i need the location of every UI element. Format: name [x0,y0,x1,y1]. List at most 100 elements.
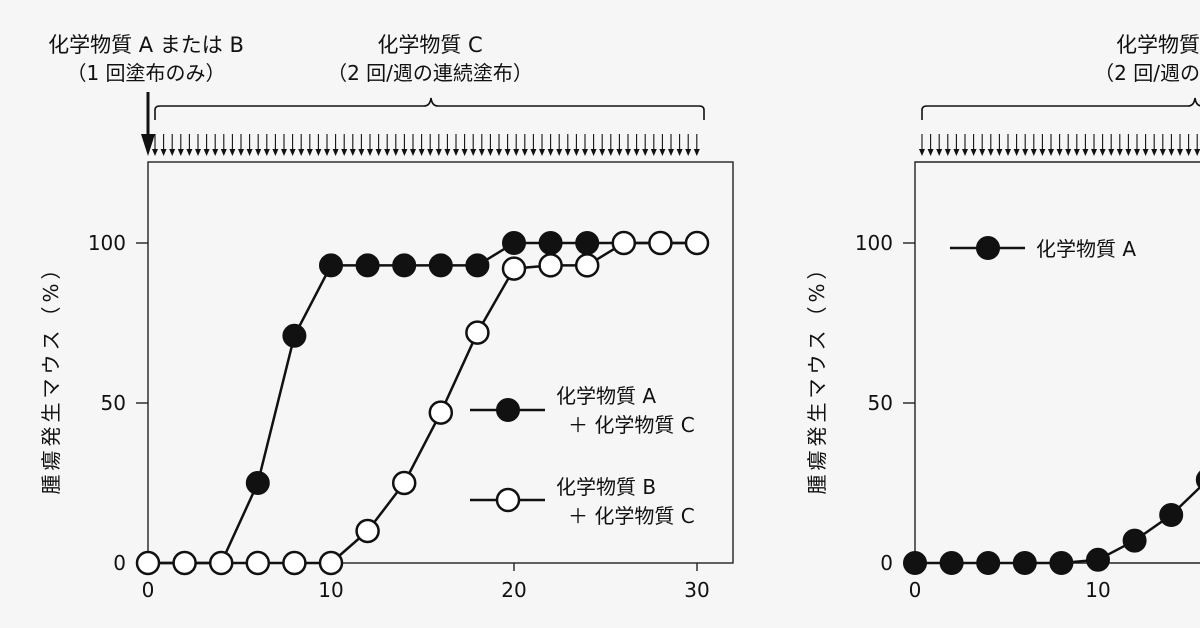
application-arrow [401,134,408,156]
legend-marker-filled [496,398,520,422]
data-point-filled [575,231,600,255]
application-arrow [177,134,184,156]
application-arrow [513,134,520,156]
application-arrow [220,134,227,156]
application-arrow [693,134,700,156]
application-arrow [152,134,158,156]
application-arrow [349,134,356,156]
data-point-open [501,256,527,281]
x-tick-label: 0 [142,578,155,602]
application-arrow [160,134,167,156]
legend-label-b-c-line2: ＋ 化学物質 C [568,504,695,528]
application-arrow [392,134,399,156]
application-arrow [281,134,287,156]
application-arrow [659,134,666,156]
application-arrows-left [152,134,700,156]
data-point-open [245,550,271,576]
data-point-filled [1086,547,1110,572]
application-arrow [1168,134,1175,156]
data-point-filled [939,551,964,575]
y-tick-label: 50 [868,391,893,415]
application-arrow [1108,134,1115,156]
application-arrow [272,134,279,156]
data-point-filled [465,253,490,278]
right-continuous-application-label: 化学物質 [1116,33,1200,57]
series-line-1 [915,485,1200,565]
application-arrow [1125,134,1132,156]
application-arrow [668,134,674,156]
single-application-arrow [141,92,155,156]
data-point-open [355,518,380,544]
series-line-1 [148,241,697,565]
legend: 化学物質 A [950,236,1136,261]
application-arrow [607,134,614,156]
y-tick-label: 100 [855,231,893,255]
data-point-open [611,230,637,256]
continuous-application-brace [154,97,705,120]
y-tick-label: 50 [101,391,126,415]
application-arrow [1159,134,1166,156]
application-arrow [306,134,313,156]
application-arrow [944,134,951,156]
application-arrow [1142,134,1149,156]
application-arrow [685,134,692,156]
left-chart: 腫瘍発生マウス（%） 0 10 20 30 0 50 100 化学物質 A ＋ 化学物質 C… [39,161,734,602]
application-arrow [203,134,210,156]
application-arrow [341,134,348,156]
application-arrow [444,134,451,156]
application-arrow [229,134,236,156]
data-point-open [465,320,490,345]
application-arrow [487,134,494,156]
series-line-2 [148,241,697,565]
continuous-application-note: （2 回/週の連続塗布） [327,61,533,85]
application-arrow [384,134,391,156]
application-arrow [616,134,623,156]
application-arrow [1056,134,1063,156]
application-arrow [987,134,994,156]
plot-area [914,161,1200,564]
data-point-filled [502,231,526,255]
y-tick-label: 0 [113,551,126,575]
data-point-open [574,253,600,278]
application-arrow [169,134,176,156]
application-arrow [979,134,986,156]
application-arrow [1151,134,1158,156]
data-point-filled [1195,470,1200,489]
application-arrow [461,134,468,156]
application-arrow [556,134,563,156]
application-arrow [212,134,219,156]
application-arrow [582,134,588,156]
data-point-filled [428,253,453,278]
application-arrow [599,134,606,156]
application-arrow [539,134,545,156]
data-point-filled [245,471,270,495]
data-point-filled [976,551,1001,575]
application-arrow [1194,134,1200,156]
application-arrow [427,134,434,156]
y-tick-label: 100 [88,231,126,255]
data-point-filled [903,551,927,575]
data-point-filled [1012,551,1037,575]
data-point-filled [538,231,563,255]
application-arrows-right [919,134,1200,156]
application-arrow [936,134,943,156]
application-arrow [186,134,193,156]
application-arrow [530,134,537,156]
application-arrow [1013,134,1020,156]
legend: 化学物質 A ＋ 化学物質 C 化学物質 B ＋ 化学物質 C [470,384,695,528]
data-point-open [135,550,161,576]
application-arrow [1005,134,1011,156]
application-arrow [298,134,305,156]
data-point-open [428,400,454,425]
single-application-note: （1 回塗布のみ） [66,61,225,85]
application-arrow [315,134,322,156]
application-arrow [375,134,382,156]
application-arrow [418,134,425,156]
data-point-filled [282,323,307,348]
application-arrow [478,134,485,156]
right-continuous-application-brace [921,97,1200,120]
application-arrow [1082,134,1089,156]
